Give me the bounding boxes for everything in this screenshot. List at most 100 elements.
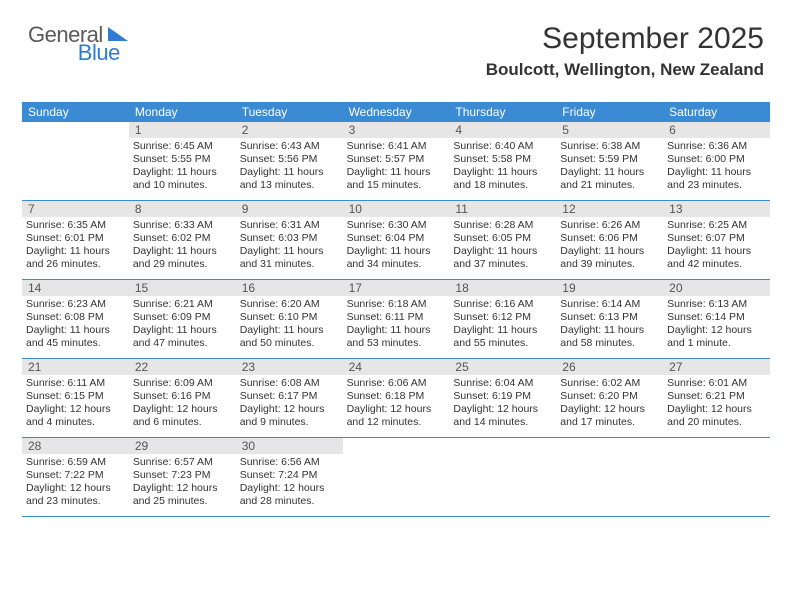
day-number-bar: 9 <box>236 201 343 217</box>
day-info-line: Daylight: 12 hours <box>453 403 552 416</box>
day-info-line: Sunset: 6:00 PM <box>667 153 766 166</box>
day-cell: 6Sunrise: 6:36 AMSunset: 6:00 PMDaylight… <box>663 122 770 200</box>
weekday-header: Friday <box>556 102 663 122</box>
day-info-line: Sunrise: 6:23 AM <box>26 298 125 311</box>
day-info-line: Daylight: 11 hours <box>453 324 552 337</box>
week-row: 1Sunrise: 6:45 AMSunset: 5:55 PMDaylight… <box>22 122 770 201</box>
day-number: 4 <box>455 123 550 137</box>
day-info-line: Sunset: 6:12 PM <box>453 311 552 324</box>
day-info-line: Daylight: 11 hours <box>133 245 232 258</box>
weekday-header: Monday <box>129 102 236 122</box>
day-info-line: Daylight: 11 hours <box>133 166 232 179</box>
day-cell: 20Sunrise: 6:13 AMSunset: 6:14 PMDayligh… <box>663 280 770 358</box>
day-number-bar: 25 <box>449 359 556 375</box>
day-cell: 2Sunrise: 6:43 AMSunset: 5:56 PMDaylight… <box>236 122 343 200</box>
day-cell: 11Sunrise: 6:28 AMSunset: 6:05 PMDayligh… <box>449 201 556 279</box>
day-info-line: Sunrise: 6:40 AM <box>453 140 552 153</box>
day-info-line: and 25 minutes. <box>133 495 232 508</box>
day-info-line: Daylight: 11 hours <box>347 166 446 179</box>
weekday-header-row: SundayMondayTuesdayWednesdayThursdayFrid… <box>22 102 770 122</box>
day-info-line: Daylight: 12 hours <box>26 482 125 495</box>
day-info-line: Sunrise: 6:41 AM <box>347 140 446 153</box>
day-info-line: Sunset: 6:11 PM <box>347 311 446 324</box>
day-info-line: and 53 minutes. <box>347 337 446 350</box>
day-info-line: and 13 minutes. <box>240 179 339 192</box>
week-row: 21Sunrise: 6:11 AMSunset: 6:15 PMDayligh… <box>22 359 770 438</box>
day-info-line: Sunset: 6:20 PM <box>560 390 659 403</box>
day-info-line: Sunrise: 6:26 AM <box>560 219 659 232</box>
day-number-bar: 19 <box>556 280 663 296</box>
day-number-bar: 18 <box>449 280 556 296</box>
day-number-bar: 1 <box>129 122 236 138</box>
weekday-header: Saturday <box>663 102 770 122</box>
day-number: 13 <box>669 202 764 216</box>
day-info-line: Sunset: 6:03 PM <box>240 232 339 245</box>
day-info-line: and 17 minutes. <box>560 416 659 429</box>
day-info-line: Sunrise: 6:25 AM <box>667 219 766 232</box>
day-info-line: Sunset: 6:01 PM <box>26 232 125 245</box>
day-info-line: and 4 minutes. <box>26 416 125 429</box>
day-info-line: and 55 minutes. <box>453 337 552 350</box>
header: General Blue September 2025 Boulcott, We… <box>0 0 792 88</box>
weekday-header: Sunday <box>22 102 129 122</box>
day-cell: 8Sunrise: 6:33 AMSunset: 6:02 PMDaylight… <box>129 201 236 279</box>
weekday-header: Tuesday <box>236 102 343 122</box>
day-cell <box>22 122 129 200</box>
weeks-container: 1Sunrise: 6:45 AMSunset: 5:55 PMDaylight… <box>22 122 770 517</box>
day-info-line: Sunrise: 6:08 AM <box>240 377 339 390</box>
day-number-bar: 7 <box>22 201 129 217</box>
day-info-line: Sunrise: 6:30 AM <box>347 219 446 232</box>
day-cell: 25Sunrise: 6:04 AMSunset: 6:19 PMDayligh… <box>449 359 556 437</box>
day-info-line: and 47 minutes. <box>133 337 232 350</box>
day-number: 20 <box>669 281 764 295</box>
day-info-line: Sunrise: 6:14 AM <box>560 298 659 311</box>
day-number-bar: 5 <box>556 122 663 138</box>
day-info-line: Daylight: 12 hours <box>560 403 659 416</box>
day-cell: 17Sunrise: 6:18 AMSunset: 6:11 PMDayligh… <box>343 280 450 358</box>
day-number: 7 <box>28 202 123 216</box>
day-info-line: and 23 minutes. <box>26 495 125 508</box>
day-info-line: Sunset: 6:15 PM <box>26 390 125 403</box>
day-info-line: Daylight: 11 hours <box>240 166 339 179</box>
day-info-line: Sunrise: 6:06 AM <box>347 377 446 390</box>
day-cell: 12Sunrise: 6:26 AMSunset: 6:06 PMDayligh… <box>556 201 663 279</box>
day-info-line: Sunset: 5:58 PM <box>453 153 552 166</box>
day-info-line: and 15 minutes. <box>347 179 446 192</box>
day-number: 10 <box>349 202 444 216</box>
day-info-line: Sunrise: 6:59 AM <box>26 456 125 469</box>
day-cell: 22Sunrise: 6:09 AMSunset: 6:16 PMDayligh… <box>129 359 236 437</box>
day-info-line: Sunrise: 6:18 AM <box>347 298 446 311</box>
day-info-line: Daylight: 12 hours <box>133 482 232 495</box>
day-number-bar: 2 <box>236 122 343 138</box>
day-info-line: Sunset: 6:21 PM <box>667 390 766 403</box>
day-number: 30 <box>242 439 337 453</box>
day-info-line: Sunrise: 6:21 AM <box>133 298 232 311</box>
day-number-bar: 15 <box>129 280 236 296</box>
day-info-line: Sunrise: 6:01 AM <box>667 377 766 390</box>
day-info-line: and 50 minutes. <box>240 337 339 350</box>
week-row: 28Sunrise: 6:59 AMSunset: 7:22 PMDayligh… <box>22 438 770 517</box>
day-number: 1 <box>135 123 230 137</box>
day-info-line: Sunset: 6:19 PM <box>453 390 552 403</box>
day-info-line: Sunrise: 6:57 AM <box>133 456 232 469</box>
day-number: 28 <box>28 439 123 453</box>
day-cell: 5Sunrise: 6:38 AMSunset: 5:59 PMDaylight… <box>556 122 663 200</box>
day-cell: 29Sunrise: 6:57 AMSunset: 7:23 PMDayligh… <box>129 438 236 516</box>
day-number-bar: 16 <box>236 280 343 296</box>
day-info-line: Daylight: 11 hours <box>26 245 125 258</box>
day-number: 24 <box>349 360 444 374</box>
day-info-line: Daylight: 11 hours <box>347 324 446 337</box>
day-info-line: Sunrise: 6:02 AM <box>560 377 659 390</box>
day-number-bar: 21 <box>22 359 129 375</box>
day-number-bar: 6 <box>663 122 770 138</box>
day-info-line: Daylight: 11 hours <box>453 166 552 179</box>
day-cell: 13Sunrise: 6:25 AMSunset: 6:07 PMDayligh… <box>663 201 770 279</box>
day-number: 15 <box>135 281 230 295</box>
day-cell: 24Sunrise: 6:06 AMSunset: 6:18 PMDayligh… <box>343 359 450 437</box>
day-number-bar: 23 <box>236 359 343 375</box>
day-cell: 14Sunrise: 6:23 AMSunset: 6:08 PMDayligh… <box>22 280 129 358</box>
day-info-line: Sunset: 6:18 PM <box>347 390 446 403</box>
day-number-bar: 3 <box>343 122 450 138</box>
day-info-line: and 1 minute. <box>667 337 766 350</box>
day-cell: 21Sunrise: 6:11 AMSunset: 6:15 PMDayligh… <box>22 359 129 437</box>
